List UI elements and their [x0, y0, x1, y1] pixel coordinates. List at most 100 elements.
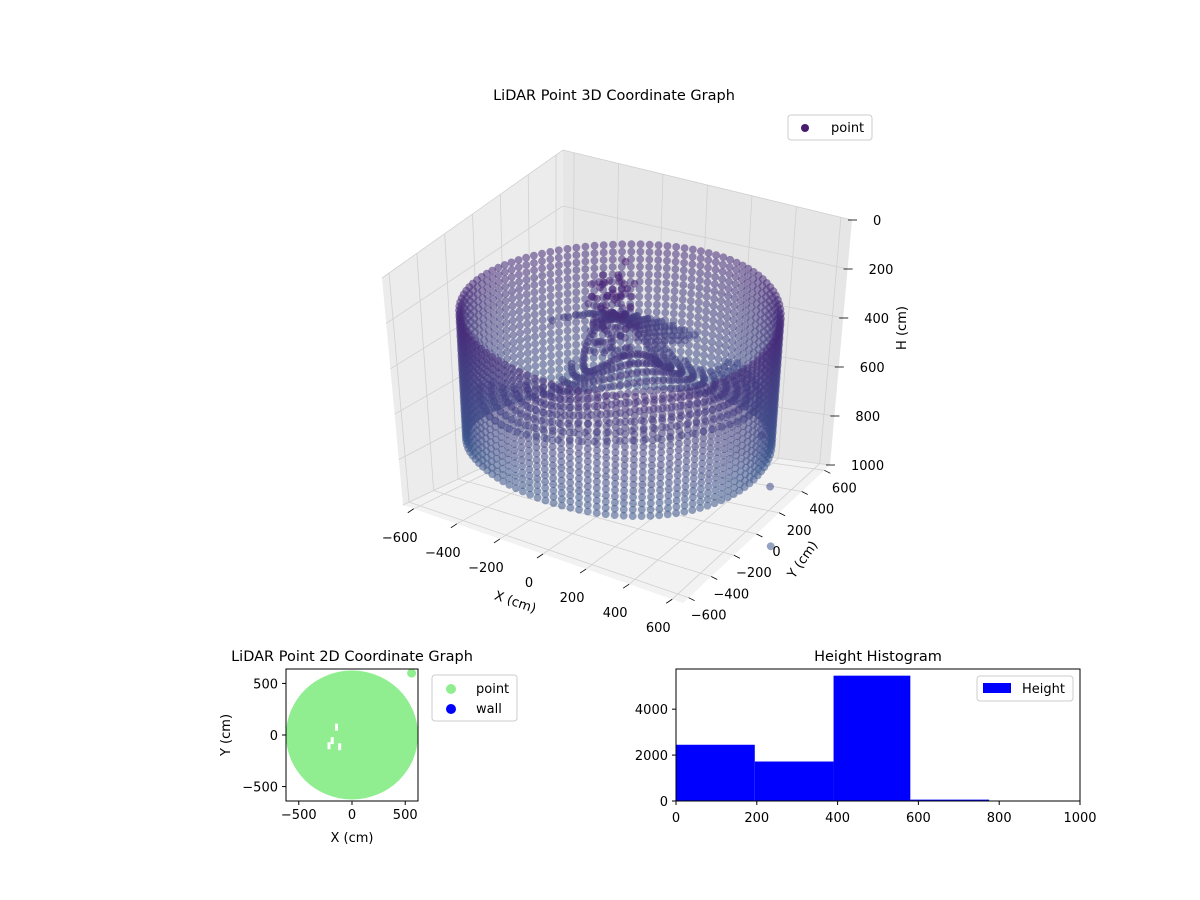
point-3d — [698, 459, 707, 468]
point-3d — [599, 263, 608, 272]
point-3d — [664, 491, 673, 500]
point-3d — [555, 298, 563, 307]
point-3d — [574, 412, 583, 420]
point-3d — [674, 452, 683, 461]
point-3d — [693, 391, 702, 400]
point-3d — [488, 353, 497, 361]
point-3d — [697, 472, 706, 481]
point-3d — [572, 333, 581, 341]
histogram-frame — [675, 668, 1081, 802]
point-3d — [540, 440, 549, 448]
point-3d — [510, 427, 518, 436]
point-3d — [695, 291, 703, 299]
point-3d — [572, 266, 581, 274]
chart-3d-legend: point — [787, 114, 873, 141]
point-3d — [497, 426, 506, 435]
point-3d — [496, 395, 504, 403]
point-3d — [719, 260, 727, 269]
point-3d — [731, 273, 740, 281]
point-3d — [687, 275, 696, 283]
point-3d — [515, 368, 523, 376]
point-3d — [602, 485, 610, 493]
point-3d — [515, 380, 524, 389]
point-3d — [575, 493, 583, 502]
point-3d — [593, 452, 601, 461]
point-3d — [627, 262, 635, 271]
point-3d — [525, 459, 534, 468]
point-3d — [658, 404, 667, 413]
point-3d — [644, 292, 653, 301]
point-3d — [630, 443, 639, 451]
point-3d — [508, 389, 517, 398]
y-tick-mark — [801, 491, 808, 495]
point-3d — [523, 383, 531, 392]
point-3d — [590, 256, 599, 265]
point-3d — [676, 347, 685, 356]
point-3d — [549, 493, 558, 501]
point-3d — [563, 245, 572, 253]
point-3d — [503, 424, 512, 432]
point-3d — [680, 251, 689, 260]
point-3d — [632, 321, 640, 330]
point-3d — [691, 449, 699, 457]
point-3d — [530, 317, 539, 326]
point-3d — [523, 390, 532, 398]
point-3d — [621, 325, 630, 333]
point-3d — [586, 346, 594, 355]
point-3d — [583, 388, 592, 397]
point-3d — [630, 279, 639, 288]
x-tick-label: 500 — [393, 808, 418, 823]
point-3d — [540, 427, 548, 436]
point-3d — [629, 379, 638, 387]
point-3d — [509, 338, 518, 347]
point-3d — [688, 267, 696, 276]
point-3d — [546, 285, 555, 293]
point-3d — [650, 392, 658, 401]
point-3d — [566, 497, 575, 506]
point-3d — [563, 349, 572, 357]
point-3d — [555, 320, 563, 329]
point-3d — [508, 370, 516, 379]
point-3d — [509, 414, 518, 423]
x-tick-label: 0 — [672, 811, 680, 826]
point-3d — [511, 478, 520, 486]
point-gap — [327, 742, 331, 750]
point-3d — [683, 431, 692, 440]
point-3d — [681, 336, 689, 345]
point-3d — [697, 485, 705, 493]
point-3d — [530, 310, 539, 319]
y-tick-label: 2000 — [635, 749, 668, 764]
point-3d — [721, 419, 730, 428]
point-3d — [532, 443, 541, 452]
point-3d — [548, 455, 557, 464]
point-3d — [726, 448, 735, 457]
point-3d — [563, 326, 572, 335]
point-3d — [498, 452, 507, 460]
point-3d — [717, 377, 726, 386]
point-3d — [590, 241, 599, 250]
point-3d — [707, 425, 716, 434]
point-3d — [495, 382, 504, 391]
point-3d — [733, 425, 742, 434]
point-3d — [682, 450, 691, 459]
point-3d — [523, 319, 532, 328]
point-3d — [611, 324, 620, 332]
point-3d — [687, 289, 695, 298]
point-3d — [654, 376, 663, 385]
point-3d — [660, 385, 668, 394]
point-3d — [556, 420, 565, 429]
point-3d — [523, 327, 532, 335]
point-3d — [703, 495, 712, 504]
point-3d — [648, 436, 657, 445]
point-3d — [555, 350, 564, 359]
point-3d — [565, 403, 574, 412]
point-3d — [522, 297, 531, 306]
point-3d — [574, 393, 583, 402]
point-3d — [583, 401, 592, 409]
point-3d — [656, 461, 665, 469]
point-3d — [731, 371, 739, 380]
point-3d — [532, 449, 541, 458]
point-3d — [629, 468, 638, 476]
point-3d — [700, 336, 709, 345]
chart-3d: LiDAR Point 3D Coordinate Graph −600 −400… — [381, 88, 910, 636]
